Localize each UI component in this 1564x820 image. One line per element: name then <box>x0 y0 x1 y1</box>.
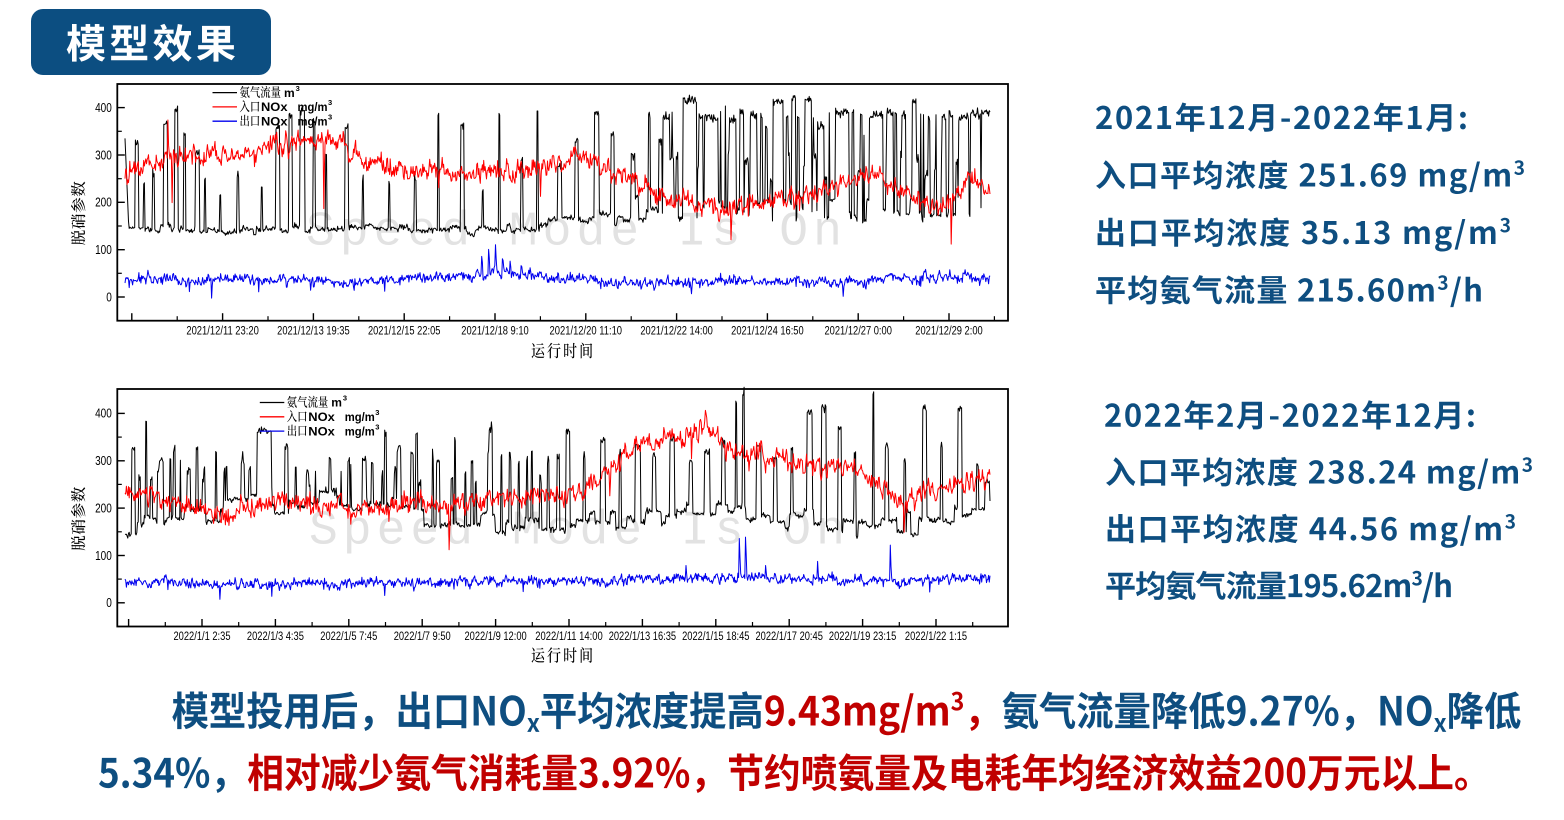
svg-text:2022/1/15 18:45: 2022/1/15 18:45 <box>682 631 749 643</box>
svg-text:2022/1/17 20:45: 2022/1/17 20:45 <box>756 631 823 643</box>
svg-text:Speed Mode Is On: Speed Mode Is On <box>306 206 847 260</box>
svg-text:m: m <box>284 86 295 100</box>
svg-text:0: 0 <box>106 290 112 304</box>
svg-text:2022/1/7 9:50: 2022/1/7 9:50 <box>394 631 451 643</box>
svg-text:2022/1/13 16:35: 2022/1/13 16:35 <box>609 631 676 643</box>
svg-text:NOx: NOx <box>308 410 335 424</box>
svg-text:mg/m: mg/m <box>345 410 375 424</box>
svg-text:3: 3 <box>375 408 379 417</box>
svg-text:3: 3 <box>375 422 379 431</box>
svg-text:0: 0 <box>106 596 112 610</box>
svg-text:2022/1/9 12:00: 2022/1/9 12:00 <box>465 631 527 643</box>
svg-text:2021/12/18 9:10: 2021/12/18 9:10 <box>461 325 528 337</box>
svg-text:2022/1/5 7:45: 2022/1/5 7:45 <box>320 631 377 643</box>
svg-text:mg/m: mg/m <box>298 100 328 114</box>
svg-text:2021/12/13 19:35: 2021/12/13 19:35 <box>277 325 350 337</box>
svg-text:200: 200 <box>95 196 112 210</box>
svg-text:3: 3 <box>296 84 300 93</box>
svg-text:Speed Mode Is On: Speed Mode Is On <box>309 505 850 559</box>
svg-text:2021/12/29 2:00: 2021/12/29 2:00 <box>915 325 982 337</box>
svg-text:2021/12/27 0:00: 2021/12/27 0:00 <box>825 325 892 337</box>
svg-text:2022/1/3 4:35: 2022/1/3 4:35 <box>247 631 304 643</box>
svg-text:100: 100 <box>95 549 112 563</box>
svg-text:100: 100 <box>95 243 112 257</box>
svg-text:3: 3 <box>343 394 347 403</box>
svg-text:2022/1/11 14:00: 2022/1/11 14:00 <box>535 631 602 643</box>
svg-text:2022/1/1 2:35: 2022/1/1 2:35 <box>174 631 231 643</box>
svg-text:400: 400 <box>95 407 112 421</box>
svg-text:3: 3 <box>328 98 332 107</box>
svg-text:NOx: NOx <box>261 114 288 128</box>
svg-text:2021/12/11 23:20: 2021/12/11 23:20 <box>186 325 259 337</box>
svg-text:mg/m: mg/m <box>345 424 375 438</box>
svg-text:400: 400 <box>95 101 112 115</box>
svg-text:300: 300 <box>95 454 112 468</box>
svg-text:2021/12/22 14:00: 2021/12/22 14:00 <box>640 325 713 337</box>
svg-text:3: 3 <box>328 112 332 121</box>
svg-text:300: 300 <box>95 148 112 162</box>
svg-text:mg/m: mg/m <box>298 114 328 128</box>
svg-text:m: m <box>331 396 342 410</box>
svg-text:200: 200 <box>95 501 112 515</box>
svg-text:NOx: NOx <box>308 424 335 438</box>
svg-text:2022/1/22 1:15: 2022/1/22 1:15 <box>905 631 967 643</box>
svg-text:NOx: NOx <box>261 100 288 114</box>
svg-text:2021/12/24 16:50: 2021/12/24 16:50 <box>731 325 804 337</box>
svg-text:2021/12/15 22:05: 2021/12/15 22:05 <box>368 325 441 337</box>
svg-text:2022/1/19 23:15: 2022/1/19 23:15 <box>829 631 896 643</box>
svg-text:2021/12/20 11:10: 2021/12/20 11:10 <box>550 325 623 337</box>
